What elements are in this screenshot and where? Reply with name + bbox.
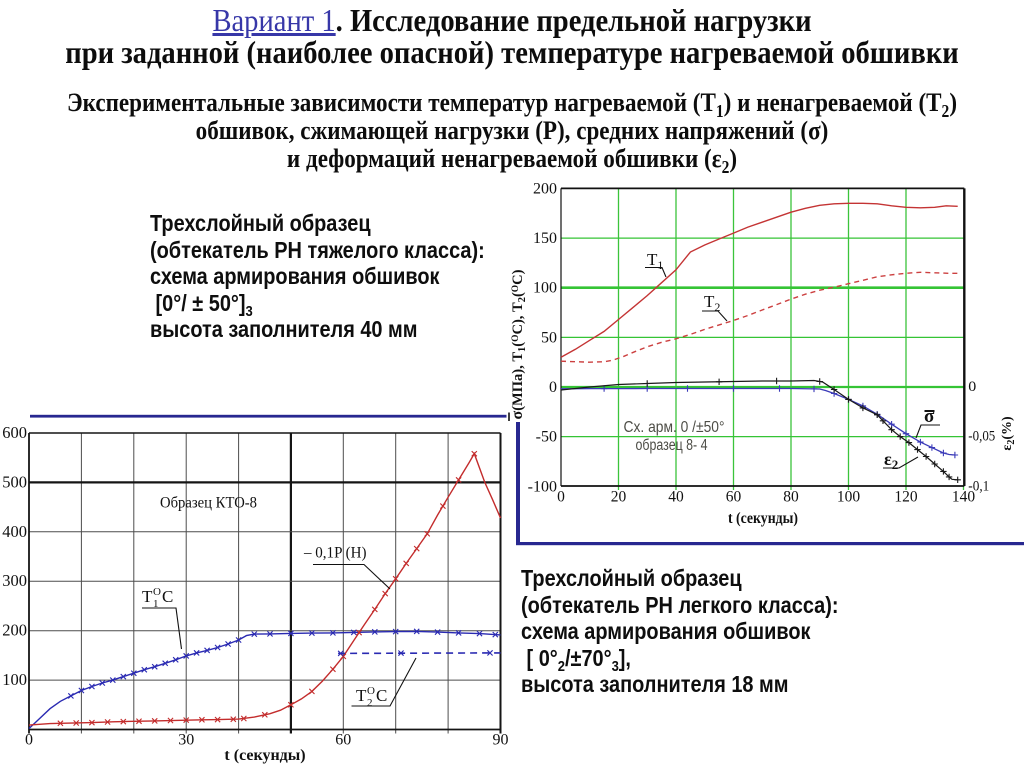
svg-text:140: 140 (952, 489, 976, 506)
svg-text:C: C (162, 587, 173, 606)
svg-text:– 0,1P (Н): – 0,1P (Н) (303, 545, 366, 562)
svg-text:T: T (142, 587, 153, 606)
svg-text:T1: T1 (647, 250, 663, 272)
svg-text:0: 0 (25, 732, 33, 749)
svg-text:O: O (367, 685, 375, 697)
svg-text:80: 80 (783, 489, 799, 506)
svg-text:0: 0 (557, 489, 565, 506)
svg-text:образец 8- 4: образец 8- 4 (636, 437, 708, 454)
svg-text:200: 200 (533, 180, 557, 197)
svg-text:t (секунды): t (секунды) (728, 510, 798, 527)
svg-text:O: O (153, 586, 161, 598)
svg-text:100: 100 (837, 489, 861, 506)
svg-text:30: 30 (178, 732, 194, 749)
svg-text:2: 2 (367, 697, 373, 709)
svg-text:0: 0 (549, 379, 557, 396)
svg-text:Образец КТО-8: Образец КТО-8 (160, 495, 257, 512)
svg-text:C: C (376, 686, 387, 705)
svg-text:σ(МПа), Т1(ОС), Т2(ОС): σ(МПа), Т1(ОС), Т2(ОС) (509, 269, 528, 419)
svg-text:Сх. арм. 0 /±50°: Сх. арм. 0 /±50° (624, 419, 725, 436)
svg-text:t (секунды): t (секунды) (224, 747, 305, 764)
svg-text:-0,05: -0,05 (968, 429, 995, 445)
svg-text:40: 40 (668, 489, 684, 506)
svg-text:50: 50 (541, 329, 557, 346)
svg-text:300: 300 (2, 571, 27, 590)
svg-text:-100: -100 (528, 478, 557, 495)
svg-text:150: 150 (533, 230, 557, 247)
svg-text:60: 60 (726, 489, 742, 506)
svg-text:400: 400 (2, 522, 27, 541)
svg-text:1: 1 (153, 598, 159, 610)
svg-text:120: 120 (894, 489, 918, 506)
svg-text:90: 90 (493, 732, 509, 749)
svg-text:500: 500 (2, 472, 27, 491)
svg-text:60: 60 (335, 732, 351, 749)
svg-text:σ: σ (924, 406, 935, 427)
svg-text:20: 20 (611, 489, 627, 506)
svg-text:ε2(%): ε2(%) (1000, 416, 1017, 451)
svg-text:0: 0 (968, 379, 976, 395)
svg-text:200: 200 (2, 621, 27, 640)
svg-text:T: T (356, 686, 367, 705)
svg-text:-50: -50 (536, 429, 557, 446)
svg-text:600: 600 (2, 423, 27, 442)
svg-text:-0,1: -0,1 (968, 478, 989, 494)
svg-text:100: 100 (533, 280, 557, 297)
svg-text:100: 100 (2, 670, 27, 689)
